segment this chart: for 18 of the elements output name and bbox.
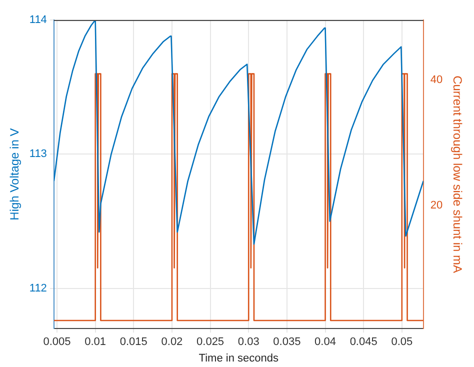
x-tick-label: 0.02 (161, 336, 183, 348)
x-tick-label: 0.005 (43, 336, 71, 348)
x-tick-label: 0.04 (314, 336, 336, 348)
x-tick-label: 0.03 (238, 336, 260, 348)
y-axis-title: High Voltage in V (8, 128, 22, 220)
x-tick-label: 0.025 (196, 336, 224, 348)
y2-axis-title: Current through low side shunt in mA (450, 76, 464, 274)
y-tick-label: 113 (29, 148, 47, 160)
x-tick-label: 0.01 (84, 336, 106, 348)
y2-tick-label: 40 (430, 74, 443, 86)
x-tick-label: 0.045 (350, 336, 378, 348)
y-tick-label: 114 (29, 14, 47, 26)
x-tick-label: 0.015 (120, 336, 148, 348)
x-tick-label: 0.035 (273, 336, 301, 348)
y-tick-label: 112 (29, 282, 47, 294)
x-axis-title: Time in seconds (198, 352, 279, 364)
y2-tick-label: 20 (430, 199, 443, 212)
x-tick-label: 0.05 (391, 336, 413, 348)
